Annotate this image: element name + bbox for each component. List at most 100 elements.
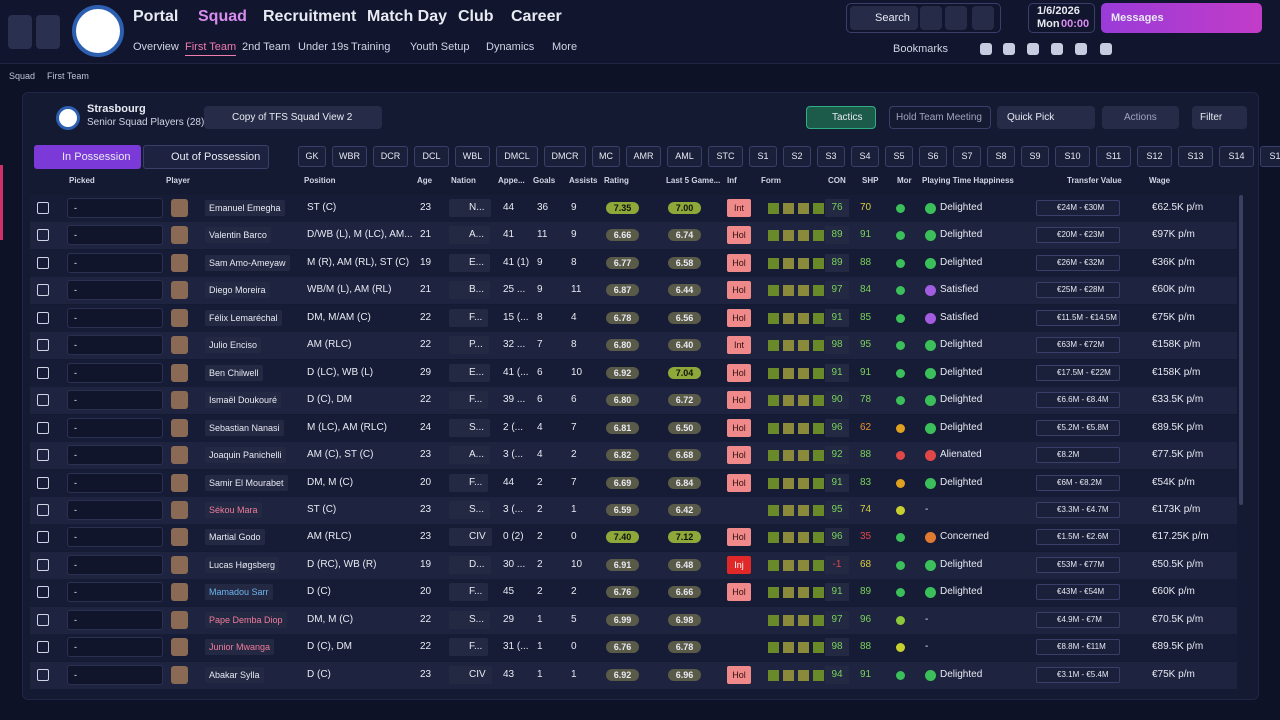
checkbox[interactable] [37,339,49,352]
column-header[interactable]: Position [304,176,336,185]
view-select[interactable]: Copy of TFS Squad View 2 [204,106,382,129]
picked-select[interactable]: - [67,335,163,356]
position-chip[interactable]: DMCL [496,146,538,167]
position-chip[interactable]: S15 [1260,146,1280,167]
icon-button[interactable] [920,6,942,30]
position-chip[interactable]: S5 [885,146,913,167]
player-name[interactable]: Pape Demba Diop [205,611,287,628]
position-chip[interactable]: STC [708,146,743,167]
column-header[interactable]: SHP [862,176,879,185]
picked-select[interactable]: - [67,252,163,273]
column-header[interactable]: Mor [897,176,912,185]
position-chip[interactable]: S14 [1219,146,1254,167]
sub-nav-item[interactable]: 2nd Team [242,41,291,53]
position-chip[interactable]: S1 [749,146,777,167]
position-chip[interactable]: S9 [1021,146,1049,167]
checkbox[interactable] [37,421,49,434]
column-header[interactable]: Playing Time Happiness [922,176,1014,185]
main-nav-item[interactable]: Club [458,8,494,25]
picked-select[interactable]: - [67,527,163,548]
picked-select[interactable]: - [67,554,163,575]
player-name[interactable]: Sam Amo-Ameyaw [205,254,290,271]
checkbox[interactable] [37,229,49,242]
position-chip[interactable]: GK [298,146,326,167]
position-chip[interactable]: S10 [1055,146,1090,167]
checkbox[interactable] [37,256,49,269]
search-button[interactable]: Search [850,6,918,30]
position-chip[interactable]: DMCR [544,146,586,167]
tab[interactable]: Out of Possession [143,145,269,169]
picked-select[interactable]: - [67,417,163,438]
picked-select[interactable]: - [67,390,163,411]
player-name[interactable]: Junior Mwanga [205,639,275,656]
checkbox[interactable] [37,668,49,681]
checkbox[interactable] [37,641,49,654]
player-name[interactable]: Mamadou Sarr [205,584,273,601]
position-chip[interactable]: WBR [332,146,367,167]
player-name[interactable]: Ismaël Doukouré [205,392,282,409]
column-header[interactable]: Assists [569,176,598,185]
checkbox[interactable] [37,394,49,407]
player-name[interactable]: Ben Chilwell [205,364,263,381]
column-header[interactable]: Last 5 Game... [666,176,721,185]
player-name[interactable]: Sékou Mara [205,501,262,518]
main-nav-item[interactable]: Portal [133,8,179,25]
position-chip[interactable]: S13 [1178,146,1213,167]
tactics-button[interactable]: Tactics [806,106,876,129]
breadcrumb[interactable]: First Team [47,71,89,81]
sub-nav-item[interactable]: Overview [133,41,179,53]
back-button[interactable] [8,15,32,49]
icon-button[interactable] [972,6,994,30]
checkbox[interactable] [37,449,49,462]
breadcrumb[interactable]: Squad [9,71,36,81]
v-scrollbar[interactable] [1239,195,1243,505]
picked-select[interactable]: - [67,637,163,658]
forward-button[interactable] [36,15,60,49]
player-name[interactable]: Joaquin Panichelli [205,447,286,464]
picked-select[interactable]: - [67,664,163,685]
checkbox[interactable] [37,613,49,626]
sub-nav-item[interactable]: Youth Setup [410,41,470,53]
column-header[interactable]: Age [417,176,433,185]
checkbox[interactable] [37,558,49,571]
checkbox[interactable] [37,202,49,214]
sub-nav-item[interactable]: First Team [185,41,237,56]
toolbar-icon[interactable] [1075,43,1087,55]
picked-select[interactable]: - [67,445,163,466]
player-name[interactable]: Emanuel Emegha [205,200,285,216]
checkbox[interactable] [37,476,49,489]
sub-nav-item[interactable]: Training [351,41,391,53]
sub-nav-item[interactable]: More [552,41,578,53]
player-name[interactable]: Sebastian Nanasi [205,419,284,436]
filter-button[interactable]: Filter [1192,106,1247,129]
column-header[interactable]: Inf [727,176,737,185]
position-chip[interactable]: DCL [414,146,449,167]
column-header[interactable]: Wage [1149,176,1171,185]
column-header[interactable]: Rating [604,176,629,185]
column-header[interactable]: CON [828,176,846,185]
main-nav-item[interactable]: Match Day [367,8,448,25]
tab[interactable]: In Possession [34,145,141,169]
position-chip[interactable]: AML [667,146,702,167]
picked-select[interactable]: - [67,280,163,301]
position-chip[interactable]: S2 [783,146,811,167]
picked-select[interactable]: - [67,225,163,246]
player-name[interactable]: Diego Moreira [205,282,270,299]
position-chip[interactable]: S7 [953,146,981,167]
picked-select[interactable]: - [67,307,163,328]
main-nav-item[interactable]: Squad [198,8,247,25]
position-chip[interactable]: S6 [919,146,947,167]
position-chip[interactable]: S3 [817,146,845,167]
actions-button[interactable]: Actions [1102,106,1179,129]
main-nav-item[interactable]: Recruitment [263,8,357,25]
picked-select[interactable]: - [67,198,163,218]
checkbox[interactable] [37,503,49,516]
player-name[interactable]: Félix Lemaréchal [205,309,282,326]
player-name[interactable]: Samir El Mourabet [205,474,288,491]
checkbox[interactable] [37,366,49,379]
toolbar-icon[interactable] [1051,43,1063,55]
picked-select[interactable]: - [67,609,163,630]
position-chip[interactable]: AMR [626,146,661,167]
checkbox[interactable] [37,586,49,599]
toolbar-icon[interactable] [1100,43,1112,55]
